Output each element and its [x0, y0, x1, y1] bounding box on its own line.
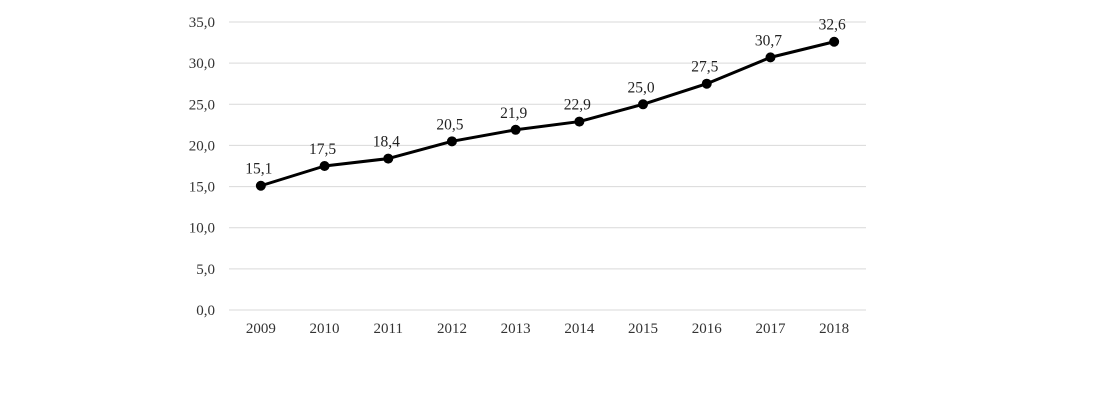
data-point [510, 124, 521, 135]
x-tick-label: 2014 [564, 321, 595, 337]
data-point [765, 52, 776, 63]
data-label: 17,5 [309, 141, 336, 158]
gridlines [229, 21, 866, 311]
data-label: 22,9 [564, 97, 591, 114]
data-label: 27,5 [691, 59, 718, 76]
x-tick-label: 2012 [437, 321, 467, 337]
y-tick-label: 25,0 [189, 97, 215, 113]
x-tick-label: 2009 [246, 321, 276, 337]
x-tick-label: 2013 [501, 321, 531, 337]
x-tick-label: 2011 [374, 321, 403, 337]
data-point [638, 99, 649, 110]
series-line-group [260, 40, 835, 188]
x-tick-label: 2017 [755, 321, 786, 337]
data-point [701, 78, 712, 89]
data-point [574, 116, 585, 127]
y-tick-label: 30,0 [189, 56, 215, 72]
y-tick-label: 10,0 [189, 221, 215, 237]
x-tick-label: 2018 [819, 321, 849, 337]
data-labels: 15,1 17,5 18,4 20,5 21,9 22,9 25,0 27,5 30,7 32,6 [245, 17, 846, 178]
data-point [446, 136, 457, 147]
data-point [383, 153, 394, 164]
data-point [319, 161, 330, 171]
y-tick-label: 35,0 [189, 15, 215, 31]
y-tick-label: 0,0 [196, 303, 215, 319]
data-label: 25,0 [627, 79, 654, 96]
data-label: 32,6 [819, 17, 846, 34]
data-point [255, 180, 266, 191]
data-label: 18,4 [373, 134, 400, 151]
y-tick-label: 5,0 [196, 262, 215, 278]
series-line [260, 40, 835, 188]
y-tick-label: 15,0 [189, 180, 215, 196]
x-axis-tick-labels: 2009 2010 2011 2012 2013 2014 2015 2016 2017 2018 [246, 321, 849, 337]
data-label: 21,9 [500, 105, 527, 122]
x-tick-label: 2015 [628, 321, 658, 337]
x-tick-label: 2016 [692, 321, 723, 337]
y-tick-label: 20,0 [189, 138, 215, 154]
x-tick-label: 2010 [310, 321, 340, 337]
data-label: 20,5 [436, 116, 463, 133]
series-points [255, 36, 840, 191]
data-label: 30,7 [755, 32, 782, 49]
y-axis-tick-labels: 0,0 5,0 10,0 15,0 20,0 25,0 30,0 35,0 [189, 15, 215, 319]
data-label: 15,1 [245, 161, 272, 178]
data-point [829, 36, 840, 47]
